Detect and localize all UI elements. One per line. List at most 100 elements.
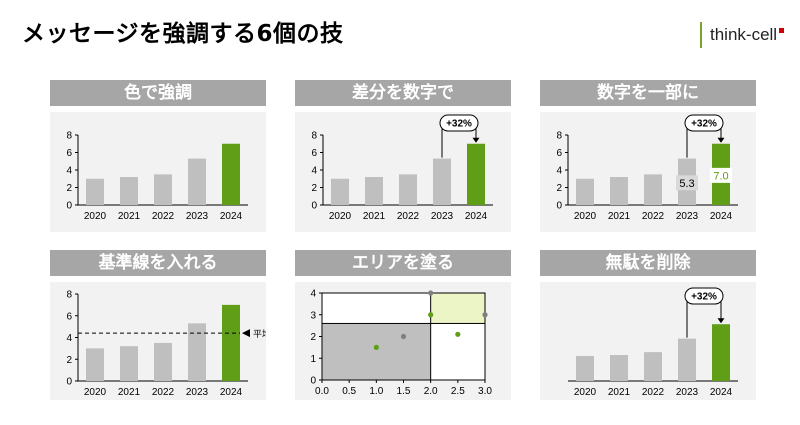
y-tick-label: 0 (311, 201, 317, 212)
x-tick-label: 2020 (329, 211, 352, 222)
bar-2021 (610, 177, 628, 205)
difference-label: +32% (691, 119, 717, 130)
y-tick-label: 2 (66, 183, 72, 194)
x-tick-label: 2021 (363, 211, 386, 222)
bar-2022 (644, 352, 662, 381)
bar-2023 (433, 158, 451, 205)
bar-2021 (120, 346, 138, 381)
average-label: 平均 (253, 328, 266, 339)
y-tick-label: 4 (310, 289, 316, 300)
bar-2020 (86, 348, 104, 381)
value-label-box (710, 167, 732, 183)
y-tick-label: 8 (311, 131, 317, 142)
x-tick-label: 2021 (608, 387, 631, 398)
bar-2022 (154, 342, 172, 381)
scatter-chart: 0 1 2 3 4 0.0 0.5 1.0 1.5 2.0 2.5 3.0 (310, 289, 492, 398)
chart-area: 0 2 4 6 8 2020 2021 2022 2023 2024 +32% 5.3 7.0 (540, 112, 756, 232)
x-tick-label: 2022 (642, 387, 665, 398)
y-tick-label: 2 (310, 332, 316, 343)
x-tick-label: 2022 (152, 387, 175, 398)
x-tick-label: 0.0 (315, 386, 329, 397)
logo-text: think-cell (710, 25, 778, 44)
x-tick-label: 2023 (431, 211, 454, 222)
difference-arrow-icon (472, 137, 480, 143)
chart-area: 0 2 4 6 8 2020 2021 2022 2023 2024 平均 (50, 282, 266, 400)
x-tick-label: 2024 (710, 211, 733, 222)
panel-partial-values: 数字を一部に 0 2 4 6 8 2020 2021 2022 2023 2024 +32% 5.3 7… (540, 80, 756, 232)
x-tick-label: 0.5 (342, 386, 356, 397)
y-tick-label: 0 (556, 201, 562, 212)
x-tick-label: 2021 (118, 211, 141, 222)
panel-title: 基準線を入れる (50, 250, 266, 276)
y-tick-label: 6 (66, 148, 72, 159)
x-tick-label: 2024 (220, 387, 243, 398)
bar-2022 (399, 174, 417, 205)
chart-area: 2020 2021 2022 2023 2024 +32% (540, 282, 756, 400)
x-tick-label: 1.5 (397, 386, 411, 397)
highlight-area (321, 322, 432, 381)
panel-title: 差分を数字で (295, 80, 511, 106)
x-tick-label: 2021 (118, 387, 141, 398)
y-tick-label: 4 (66, 333, 72, 344)
difference-badge (684, 287, 724, 305)
x-tick-label: 2023 (186, 387, 209, 398)
y-tick-label: 8 (556, 131, 562, 142)
slide-title: メッセージを強調する6個の技 (22, 21, 344, 47)
x-tick-label: 2020 (84, 387, 107, 398)
bar-2024 (222, 143, 240, 205)
difference-arrow-icon (717, 137, 725, 143)
panel-remove-clutter: 無駄を削除 2020 2021 2022 2023 2024 +32% (540, 250, 756, 400)
y-tick-label: 3 (310, 310, 316, 321)
value-label-box (676, 175, 698, 191)
data-point (428, 312, 434, 318)
chart-area: 0 2 4 6 8 2020 2021 2022 2023 2024 +32% (295, 112, 511, 232)
y-tick-label: 2 (66, 355, 72, 366)
chart-area: 0 1 2 3 4 0.0 0.5 1.0 1.5 2.0 2.5 3.0 (295, 282, 511, 400)
x-tick-label: 1.0 (369, 386, 383, 397)
x-tick-label: 2023 (676, 387, 699, 398)
bar-chart: 0 2 4 6 8 2020 2021 2022 2023 2024 +32% 5.3 7.0 (556, 114, 738, 222)
y-tick-label: 8 (66, 290, 72, 301)
think-cell-logo: think-cell (700, 22, 785, 48)
difference-label: +32% (446, 119, 472, 130)
data-point (482, 312, 488, 318)
bar-2022 (644, 174, 662, 205)
x-tick-label: 2021 (608, 211, 631, 222)
chart-area: 0 2 4 6 8 2020 2021 2022 2023 2024 (50, 112, 266, 232)
y-tick-label: 0 (66, 377, 72, 388)
bar-2023 (188, 323, 206, 381)
x-tick-label: 2.5 (451, 386, 465, 397)
panel-title: 数字を一部に (540, 80, 756, 106)
value-label: 5.3 (679, 178, 694, 190)
bar-2024 (712, 324, 730, 381)
x-tick-label: 3.0 (478, 386, 492, 397)
y-tick-label: 0 (310, 376, 316, 387)
bar-chart: 0 2 4 6 8 2020 2021 2022 2023 2024 (66, 131, 248, 222)
average-marker-icon (242, 329, 250, 338)
x-tick-label: 2023 (676, 211, 699, 222)
bar-2023 (188, 158, 206, 205)
x-tick-label: 2.0 (424, 386, 438, 397)
highlight-area (430, 292, 486, 324)
panel-reference-line: 基準線を入れる 0 2 4 6 8 2020 2021 2022 2023 2024 平均 (50, 250, 266, 400)
bar-2020 (576, 355, 594, 381)
panel-diff-number: 差分を数字で 0 2 4 6 8 2020 2021 2022 2023 2024 +32% (295, 80, 511, 232)
data-point (373, 344, 379, 350)
x-tick-label: 2024 (220, 211, 243, 222)
x-tick-label: 2024 (465, 211, 488, 222)
bar-2023 (678, 338, 696, 381)
y-tick-label: 0 (66, 201, 72, 212)
bar-2021 (120, 177, 138, 205)
y-tick-label: 4 (556, 166, 562, 177)
x-tick-label: 2023 (186, 211, 209, 222)
difference-arrow-icon (717, 318, 725, 324)
data-point (428, 290, 434, 296)
x-tick-label: 2022 (397, 211, 420, 222)
y-tick-label: 6 (556, 148, 562, 159)
difference-badge (439, 114, 479, 132)
bar-2022 (154, 174, 172, 205)
panel-title: 無駄を削除 (540, 250, 756, 276)
bar-2024 (222, 304, 240, 381)
panel-title: 色で強調 (50, 80, 266, 106)
bar-chart: 0 2 4 6 8 2020 2021 2022 2023 2024 平均 (66, 290, 266, 399)
